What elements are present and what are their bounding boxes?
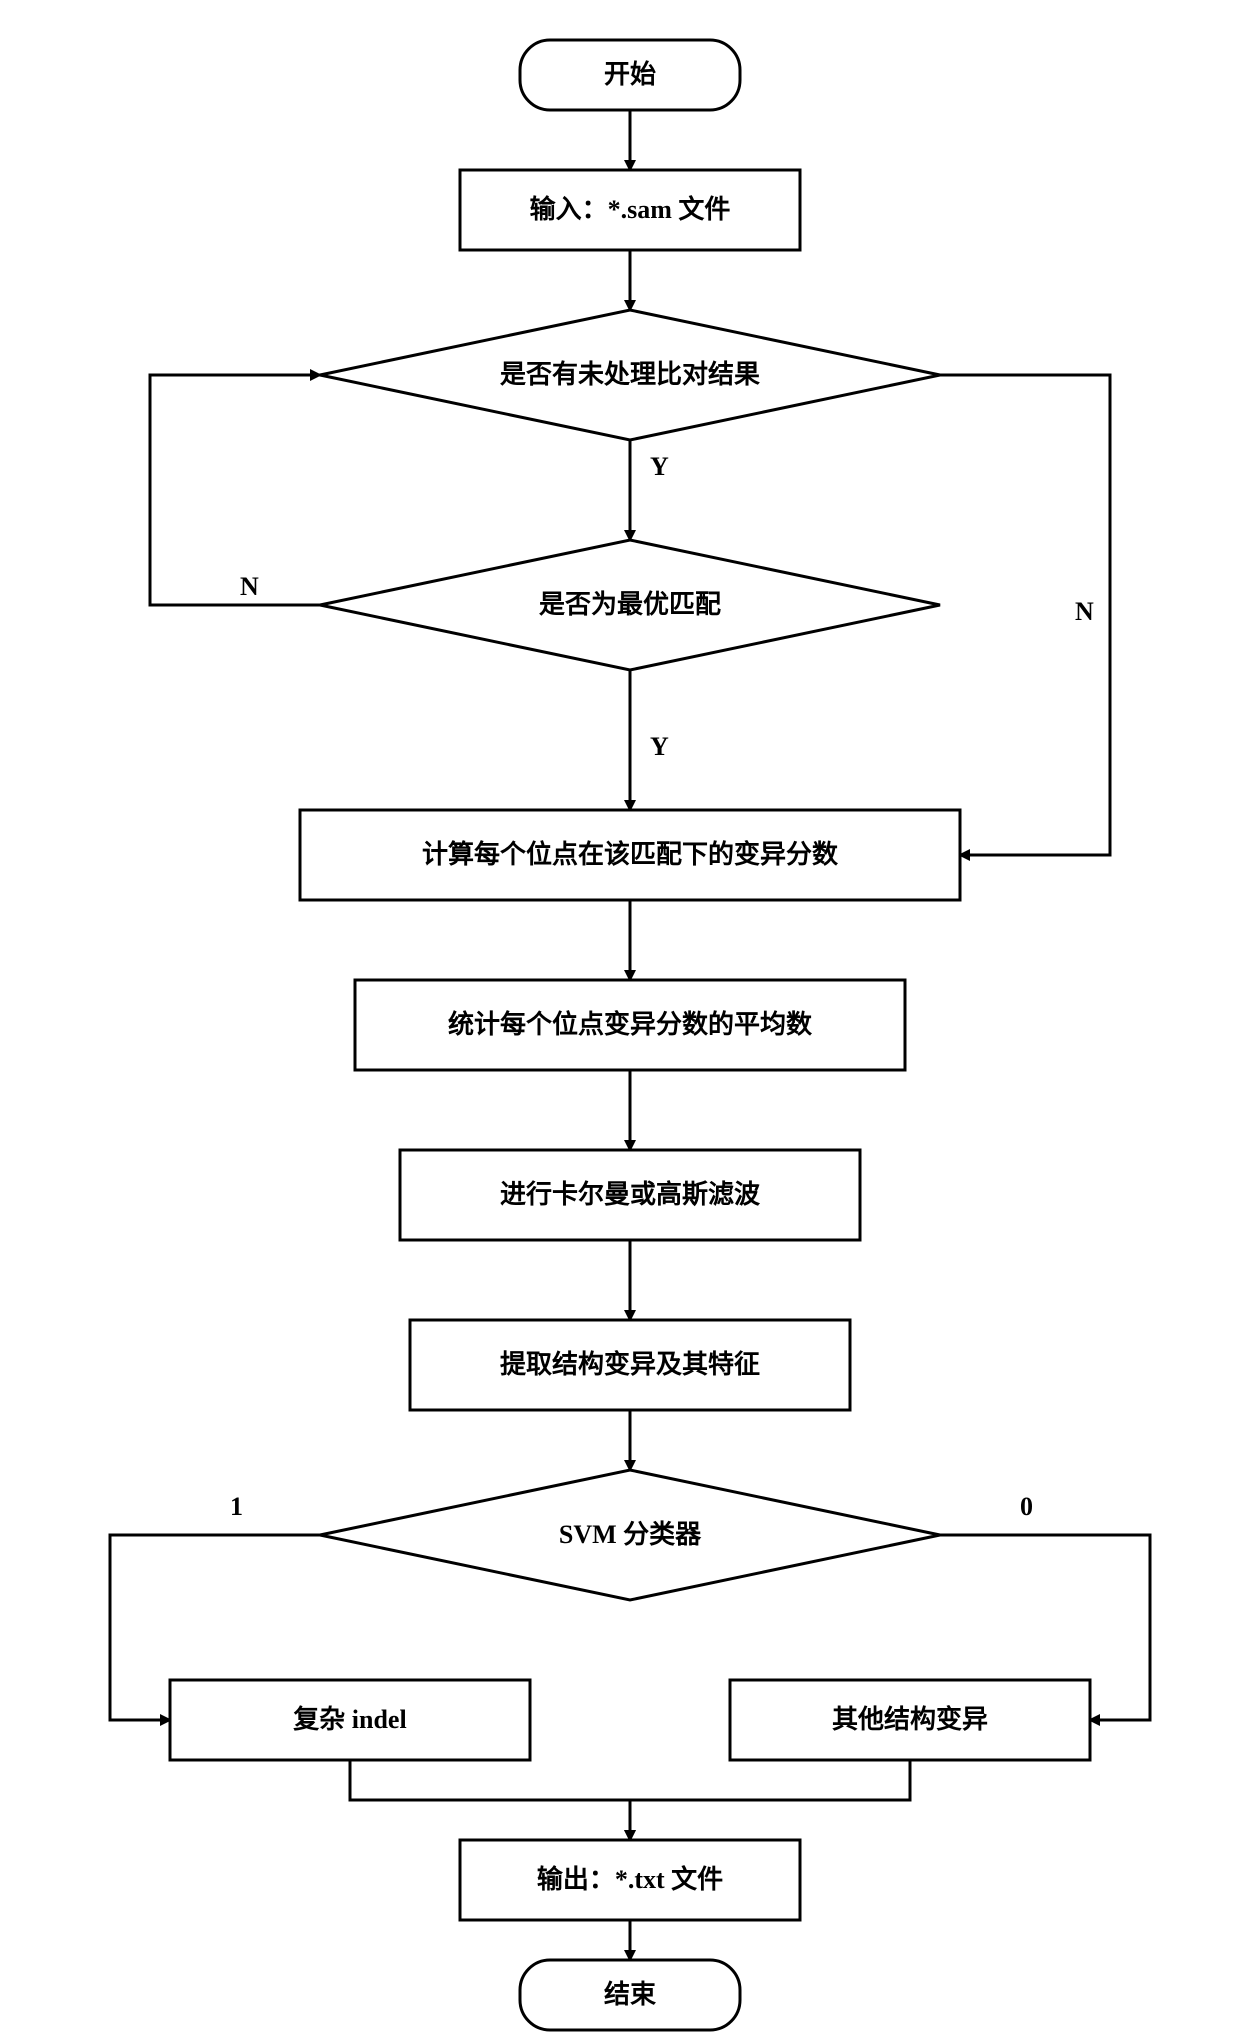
node-label-extract: 提取结构变异及其特征 xyxy=(500,1349,760,1379)
node-label-calc: 计算每个位点在该匹配下的变异分数 xyxy=(422,839,839,869)
node-label-output: 输出：*.txt 文件 xyxy=(537,1864,723,1894)
node-label-avg: 统计每个位点变异分数的平均数 xyxy=(448,1009,813,1039)
edge-label-dec1-dec2: Y xyxy=(650,452,669,481)
edge-label-dec1-calc: N xyxy=(1075,597,1094,626)
edge-complex-to-output xyxy=(350,1760,630,1840)
node-label-end: 结束 xyxy=(604,1979,657,2009)
edge-other-to-output xyxy=(630,1760,910,1840)
node-label-input: 输入：*.sam 文件 xyxy=(530,194,731,224)
edge-label-svm-other: 0 xyxy=(1020,1492,1033,1521)
node-label-filter: 进行卡尔曼或高斯滤波 xyxy=(500,1179,761,1209)
node-label-svm: SVM 分类器 xyxy=(559,1520,702,1549)
node-label-other: 其他结构变异 xyxy=(832,1704,988,1734)
edge-label-svm-complex: 1 xyxy=(230,1492,243,1521)
node-label-start: 开始 xyxy=(604,60,656,89)
edge-label-dec2-dec1: N xyxy=(240,572,259,601)
node-label-dec1: 是否有未处理比对结果 xyxy=(500,360,760,389)
node-label-dec2: 是否为最优匹配 xyxy=(539,590,721,619)
node-label-complex: 复杂 indel xyxy=(293,1705,406,1734)
edge-dec2-to-dec1 xyxy=(150,375,320,605)
edge-label-dec2-calc: Y xyxy=(650,732,669,761)
